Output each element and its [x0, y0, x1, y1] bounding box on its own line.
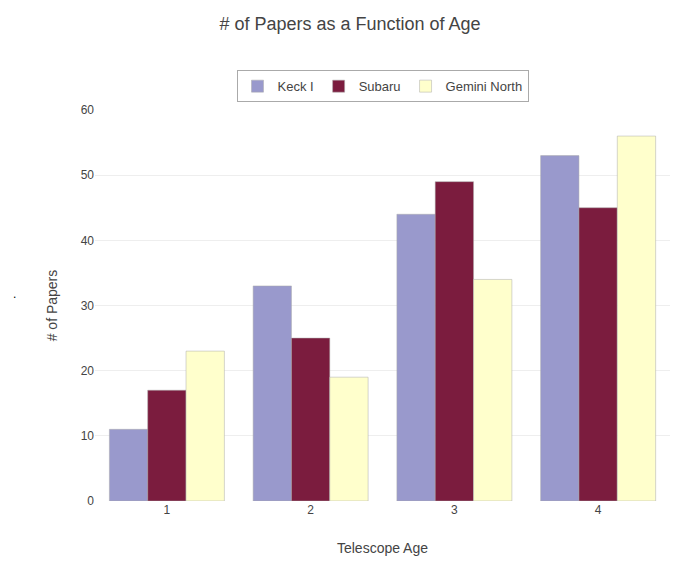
svg-text:1: 1 [164, 503, 171, 517]
svg-text:Subaru: Subaru [359, 79, 401, 94]
svg-text:60: 60 [81, 103, 95, 117]
svg-text:50: 50 [81, 168, 95, 182]
svg-text:Gemini North: Gemini North [446, 79, 523, 94]
svg-text:4: 4 [595, 503, 602, 517]
svg-text:Keck I: Keck I [278, 79, 314, 94]
svg-text:# of Papers as a Function of A: # of Papers as a Function of Age [219, 14, 480, 34]
svg-text:30: 30 [81, 299, 95, 313]
svg-text:10: 10 [81, 429, 95, 443]
svg-text:# of Papers: # of Papers [44, 270, 60, 342]
svg-text:40: 40 [81, 234, 95, 248]
svg-text:0: 0 [87, 494, 94, 508]
svg-text:3: 3 [451, 503, 458, 517]
svg-text:Telescope Age: Telescope Age [337, 540, 428, 556]
svg-text:20: 20 [81, 364, 95, 378]
svg-text:.: . [13, 287, 16, 301]
svg-text:2: 2 [307, 503, 314, 517]
